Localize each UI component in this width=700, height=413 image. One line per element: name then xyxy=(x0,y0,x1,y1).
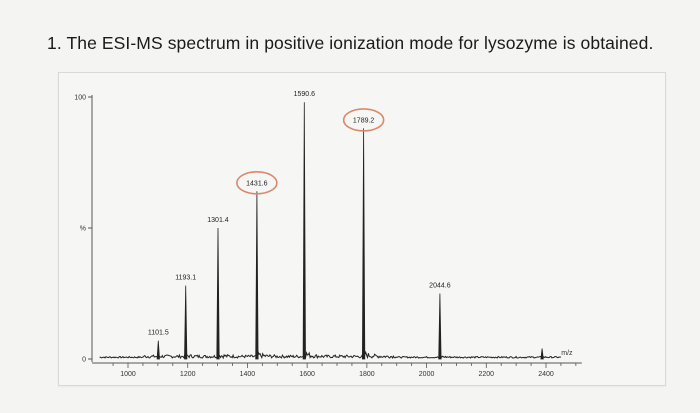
peak-1789.2 xyxy=(361,128,366,360)
x-axis-label: m/z xyxy=(561,350,573,357)
x-tick-label-2200: 2200 xyxy=(478,371,494,378)
y-axis-label: % xyxy=(80,226,86,233)
x-tick-label-2000: 2000 xyxy=(419,371,435,378)
peak-1101.5 xyxy=(156,340,160,360)
chart-axes: 0 100% 1000 1200 1400 1600 1800 2000 2200 2400 m/z xyxy=(74,95,582,378)
x-tick-label-1000: 1000 xyxy=(120,371,136,378)
peak-2044.6 xyxy=(438,293,442,360)
x-tick-label-2400: 2400 xyxy=(538,371,554,378)
y-tick-label-0: 0 xyxy=(82,357,86,364)
highlight-circle-1431.6 xyxy=(236,171,278,195)
peak-label-1193.1: 1193.1 xyxy=(175,275,196,282)
highlight-circle-1789.2 xyxy=(342,108,385,132)
x-tick-label-1800: 1800 xyxy=(359,371,375,378)
peak-label-1101.5: 1101.5 xyxy=(148,330,169,337)
peak-1431.6 xyxy=(255,191,259,360)
y-tick-label-100: 100 xyxy=(74,95,86,102)
peak-label-1301.4: 1301.4 xyxy=(207,217,229,224)
baseline-trace xyxy=(99,350,562,360)
x-tick-label-1600: 1600 xyxy=(299,371,315,378)
peak-1301.4 xyxy=(216,227,220,360)
peak-label-1590.6: 1590.6 xyxy=(294,91,316,98)
x-tick-label-1400: 1400 xyxy=(240,371,256,378)
peak-label-2044.6: 2044.6 xyxy=(429,283,451,290)
peak-label-1789.2: 1789.2 xyxy=(353,117,375,124)
chart-peaks xyxy=(156,102,544,360)
peak-1590.6 xyxy=(302,102,306,360)
spectrum-photo xyxy=(58,72,666,386)
peak-label-1431.6: 1431.6 xyxy=(246,180,268,187)
peak-1193.1 xyxy=(184,285,188,360)
peak-unlabeled-7 xyxy=(540,348,544,360)
question-text: 1. The ESI-MS spectrum in positive ioniz… xyxy=(47,33,654,53)
chart-peak-labels: 1101.5 1193.1 1301.4 1431.6 1590.6 1789.2 2044… xyxy=(148,91,451,336)
chart-baseline xyxy=(99,350,562,360)
x-tick-label-1200: 1200 xyxy=(180,371,196,378)
